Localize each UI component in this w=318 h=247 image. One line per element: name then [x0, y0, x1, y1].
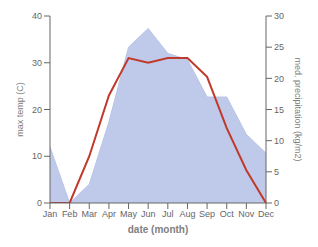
svg-text:Jul: Jul — [162, 209, 174, 219]
svg-text:May: May — [120, 209, 138, 219]
svg-text:max temp (C): max temp (C) — [15, 82, 25, 137]
svg-text:Mar: Mar — [82, 209, 98, 219]
svg-text:date (month): date (month) — [128, 224, 189, 235]
svg-text:30: 30 — [274, 11, 284, 21]
svg-text:0: 0 — [274, 198, 279, 208]
svg-text:40: 40 — [32, 11, 42, 21]
svg-text:Dec: Dec — [258, 209, 275, 219]
svg-text:Apr: Apr — [102, 209, 116, 219]
svg-text:10: 10 — [274, 136, 284, 146]
svg-text:Aug: Aug — [179, 209, 195, 219]
svg-text:Sep: Sep — [199, 209, 215, 219]
svg-text:20: 20 — [274, 74, 284, 84]
svg-text:10: 10 — [32, 151, 42, 161]
svg-text:20: 20 — [32, 105, 42, 115]
svg-text:Oct: Oct — [220, 209, 235, 219]
svg-text:Nov: Nov — [238, 209, 255, 219]
svg-text:5: 5 — [274, 167, 279, 177]
svg-text:15: 15 — [274, 105, 284, 115]
svg-text:med. precipitation (kg/m2): med. precipitation (kg/m2) — [293, 57, 303, 161]
svg-text:0: 0 — [37, 198, 42, 208]
svg-text:Jan: Jan — [43, 209, 58, 219]
svg-text:Jun: Jun — [141, 209, 156, 219]
svg-text:25: 25 — [274, 42, 284, 52]
svg-text:30: 30 — [32, 58, 42, 68]
svg-text:Feb: Feb — [62, 209, 78, 219]
